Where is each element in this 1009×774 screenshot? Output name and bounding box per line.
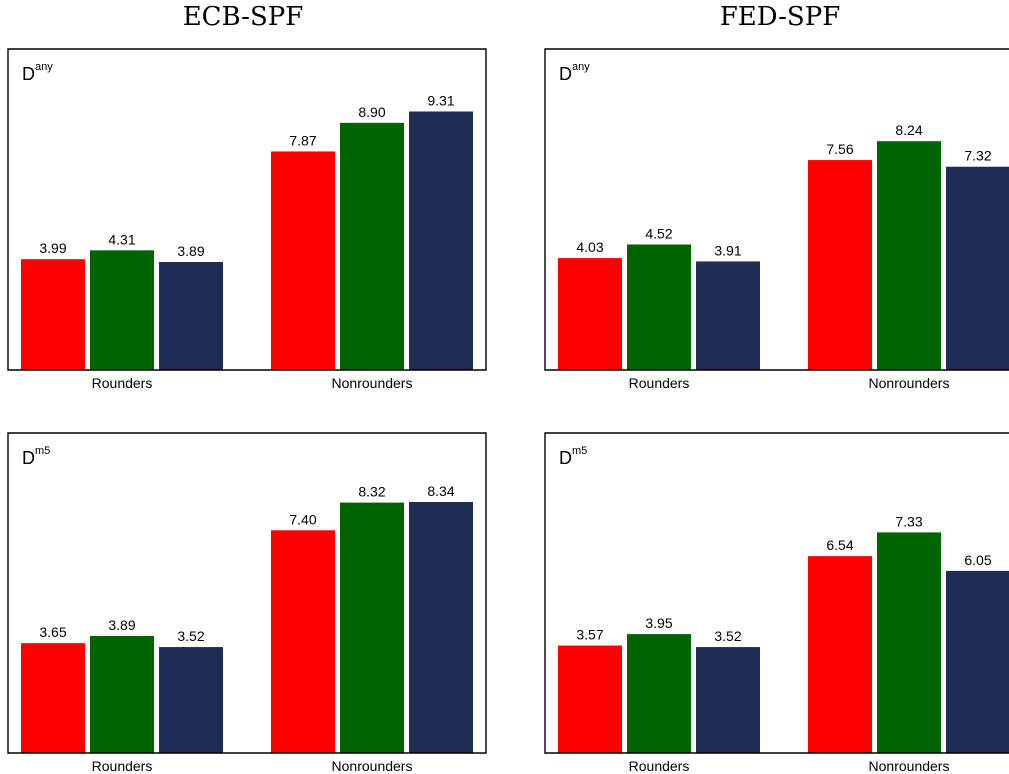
bar-rounders-series-1	[21, 259, 85, 370]
bar-rounders-series-2	[90, 635, 154, 753]
value-label: 8.32	[358, 484, 385, 500]
bar-rounders-series-1	[558, 645, 622, 753]
bar-rounders-series-3	[696, 261, 760, 370]
bar-nonrounders-series-1	[808, 160, 872, 370]
value-label: 6.05	[964, 552, 991, 568]
value-label: 4.31	[108, 231, 135, 247]
column-title-ecb-spf: ECB-SPF	[182, 2, 304, 32]
value-label: 8.90	[358, 104, 385, 120]
panel-frame	[544, 48, 1009, 371]
value-label: 4.03	[576, 239, 603, 255]
chart-panel-2: 4.03 4.52 3.91 7.56 8.24 7.32 D any Rounders Nonr…	[544, 48, 1009, 391]
bar-nonrounders-series-1	[808, 556, 872, 753]
value-label: 8.24	[895, 122, 922, 138]
bar-nonrounders-series-2	[340, 502, 404, 753]
category-label-nonrounders: Nonrounders	[332, 758, 413, 774]
panel-frame	[544, 432, 1009, 754]
value-label: 7.40	[289, 511, 316, 527]
panel-label-superscript: m5	[572, 445, 587, 457]
bar-nonrounders-series-1	[271, 151, 335, 370]
bar-nonrounders-series-1	[271, 530, 335, 753]
bar-rounders-series-2	[627, 634, 691, 753]
value-label: 3.65	[39, 624, 66, 640]
bar-nonrounders-series-3	[409, 111, 473, 370]
bar-rounders-series-1	[21, 643, 85, 753]
panel-label: D	[22, 448, 35, 468]
panel-label: D	[22, 64, 35, 84]
column-title-fed-spf: FED-SPF	[719, 2, 841, 32]
value-label: 7.87	[289, 132, 316, 148]
panel-label: D	[559, 64, 572, 84]
category-label-nonrounders: Nonrounders	[869, 758, 950, 774]
panel-frame	[7, 48, 487, 371]
bar-rounders-series-1	[558, 258, 622, 370]
panel-label-superscript: any	[35, 61, 53, 73]
value-label: 7.32	[964, 148, 991, 164]
bar-nonrounders-series-3	[409, 501, 473, 753]
value-label: 3.52	[177, 628, 204, 644]
value-label: 7.33	[895, 513, 922, 529]
bar-nonrounders-series-2	[877, 141, 941, 370]
panel-frame	[7, 432, 487, 754]
chart-panel-1: 3.99 4.31 3.89 7.87 8.90 9.31 D any Rounders Nonr…	[7, 48, 487, 391]
category-label-rounders: Rounders	[92, 758, 153, 774]
value-label: 3.57	[576, 627, 603, 643]
chart-panel-3: 3.65 3.89 3.52 7.40 8.32 8.34 D m5 Rounders Nonro…	[7, 432, 487, 774]
bar-rounders-series-3	[696, 647, 760, 753]
value-label: 8.34	[427, 483, 454, 499]
category-label-nonrounders: Nonrounders	[869, 375, 950, 391]
bar-nonrounders-series-2	[877, 532, 941, 753]
value-label: 3.91	[714, 242, 741, 258]
bar-rounders-series-3	[159, 647, 223, 753]
value-label: 6.54	[826, 537, 853, 553]
value-label: 9.31	[427, 92, 454, 108]
bar-rounders-series-2	[90, 250, 154, 370]
bar-nonrounders-series-3	[946, 166, 1009, 370]
bar-rounders-series-3	[159, 261, 223, 370]
panel-label-superscript: m5	[35, 445, 50, 457]
bar-nonrounders-series-3	[946, 570, 1009, 753]
value-label: 3.89	[177, 243, 204, 259]
bar-rounders-series-2	[627, 244, 691, 370]
category-label-rounders: Rounders	[629, 375, 690, 391]
value-label: 3.99	[39, 240, 66, 256]
value-label: 3.95	[645, 615, 672, 631]
value-label: 4.52	[645, 225, 672, 241]
value-label: 3.52	[714, 628, 741, 644]
chart-panel-4: 3.57 3.95 3.52 6.54 7.33 6.05 D m5 Rounders Nonro…	[544, 432, 1009, 774]
category-label-rounders: Rounders	[92, 375, 153, 391]
category-label-rounders: Rounders	[629, 758, 690, 774]
category-label-nonrounders: Nonrounders	[332, 375, 413, 391]
panel-label-superscript: any	[572, 61, 590, 73]
value-label: 7.56	[826, 141, 853, 157]
bar-nonrounders-series-2	[340, 122, 404, 370]
panel-label: D	[559, 448, 572, 468]
value-label: 3.89	[108, 617, 135, 633]
